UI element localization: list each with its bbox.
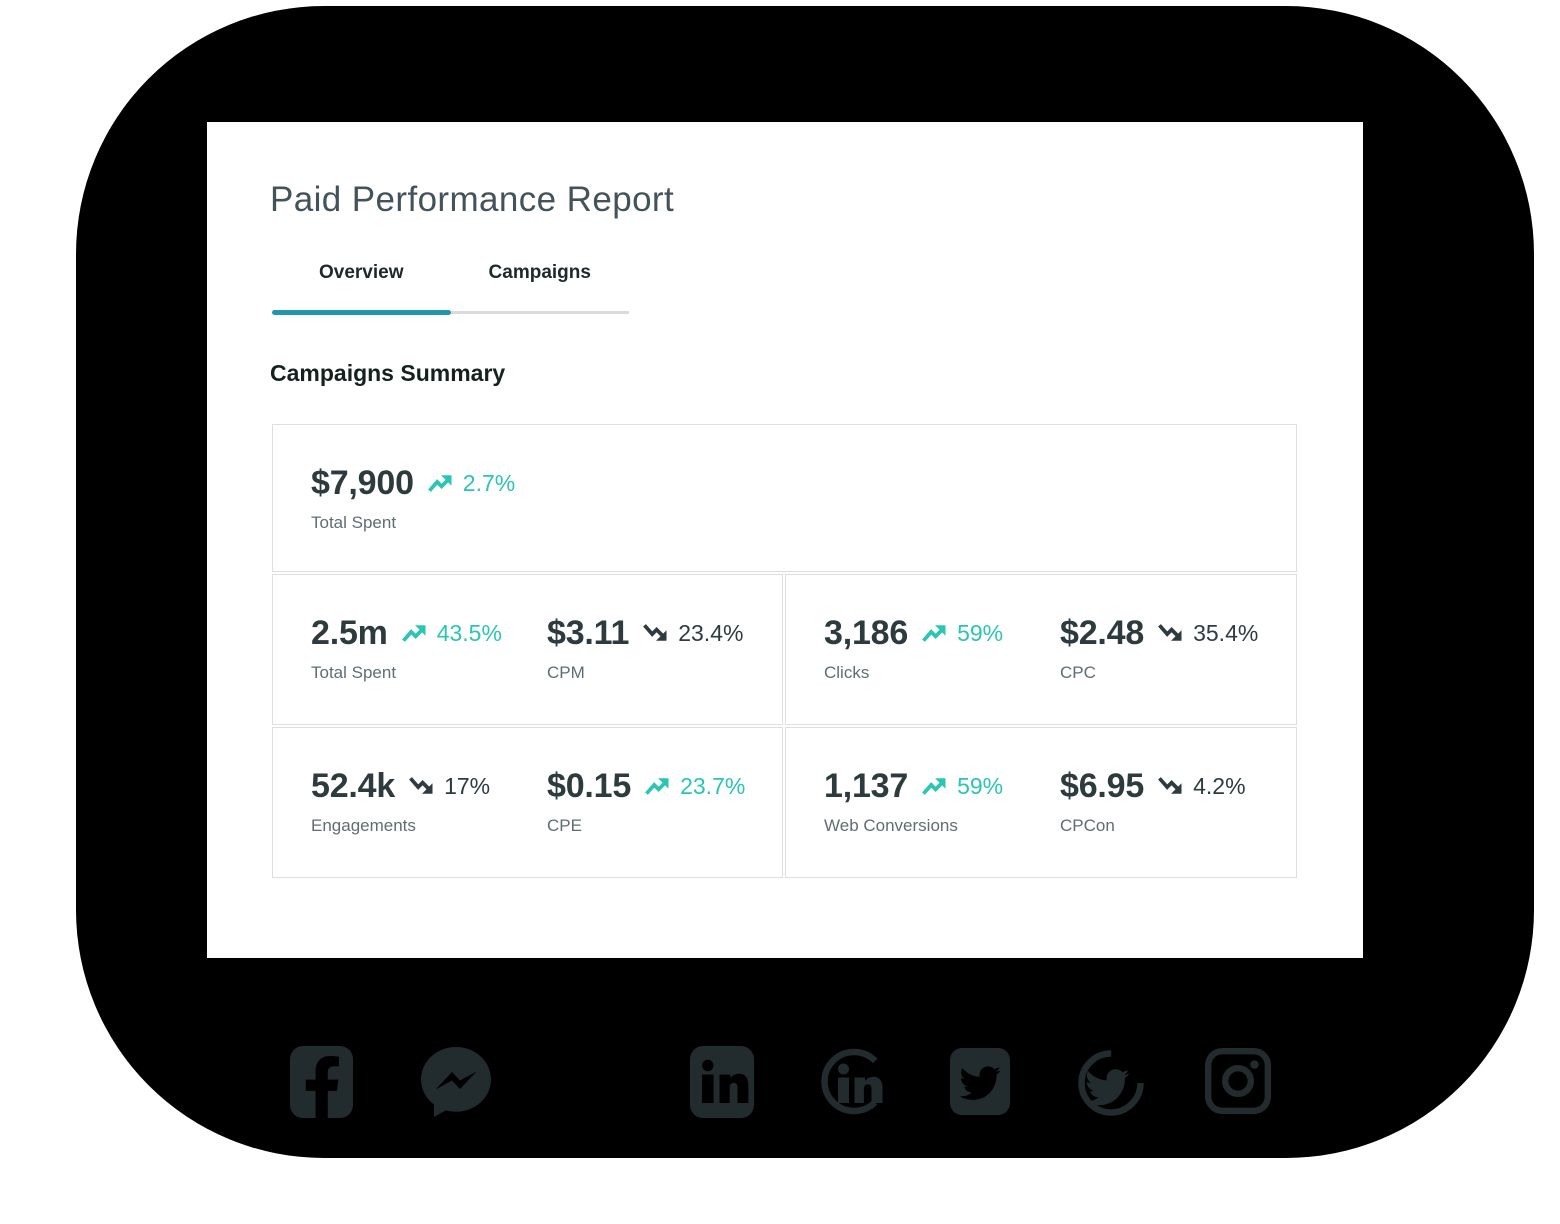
metric-value: $6.95 xyxy=(1060,766,1145,805)
tab-overview[interactable]: Overview xyxy=(272,262,451,315)
tab-campaigns-label: Campaigns xyxy=(488,262,591,283)
tab-inactive-underline xyxy=(450,311,629,314)
summary-metric: 52.4k 17% Engagements xyxy=(311,765,490,836)
tab-bar: Overview Campaigns xyxy=(272,262,629,315)
summary-metric: $2.48 35.4% CPC xyxy=(1060,612,1258,683)
campaigns-summary-table: $7,900 2.7% Total Spent 2.5m 43.5% xyxy=(272,424,1297,878)
summary-metric: $0.15 23.7% CPE xyxy=(547,765,745,836)
summary-metric: 3,186 59% Clicks xyxy=(824,612,1003,683)
metric-value: 52.4k xyxy=(311,766,396,805)
summary-metric: $3.11 23.4% CPM xyxy=(547,612,743,683)
summary-cell-clicks-cpc: 3,186 59% Clicks $2.48 35.4% CPC xyxy=(785,574,1297,725)
summary-cell-conversions-cpcon: 1,137 59% Web Conversions $6.95 4.2% CP xyxy=(785,727,1297,878)
summary-cell-engagements-cpe: 52.4k 17% Engagements $0.15 23.7% CPE xyxy=(272,727,783,878)
metric-label: CPE xyxy=(547,816,582,835)
linkedin-icon[interactable] xyxy=(690,1046,754,1118)
metric-label: Total Spent xyxy=(311,663,397,682)
metric-change: 23.7% xyxy=(680,772,746,799)
trend-up-icon xyxy=(401,625,426,642)
facebook-icon[interactable] xyxy=(290,1046,353,1118)
metric-change: 4.2% xyxy=(1193,772,1246,799)
page-title: Paid Performance Report xyxy=(270,180,675,219)
trend-down-icon xyxy=(1158,777,1182,794)
linkedin-circle-icon[interactable] xyxy=(821,1046,892,1117)
metric-change: 23.4% xyxy=(678,619,744,646)
metric-label: Clicks xyxy=(824,663,870,682)
twitter-circle-icon[interactable] xyxy=(1076,1046,1148,1118)
report-card: Paid Performance Report Overview Campaig… xyxy=(207,122,1363,958)
metric-value: 1,137 xyxy=(824,766,909,805)
trend-down-icon xyxy=(1158,624,1182,641)
metric-change: 35.4% xyxy=(1193,619,1259,646)
metric-value: $2.48 xyxy=(1060,613,1145,652)
metric-change: 59% xyxy=(957,619,1004,646)
section-heading: Campaigns Summary xyxy=(270,360,506,386)
metric-change: 17% xyxy=(444,772,491,799)
metric-value: 2.5m xyxy=(311,613,388,652)
tab-active-underline xyxy=(272,310,451,315)
metric-change: 43.5% xyxy=(436,619,502,646)
summary-metric: 1,137 59% Web Conversions xyxy=(824,765,1003,836)
metric-label: CPM xyxy=(547,663,585,682)
instagram-icon[interactable] xyxy=(1205,1048,1271,1114)
metric-value: $0.15 xyxy=(547,766,632,805)
trend-up-icon xyxy=(427,475,452,492)
metric-value: $3.11 xyxy=(547,613,630,652)
twitter-icon[interactable] xyxy=(950,1048,1010,1115)
trend-down-icon xyxy=(409,777,433,794)
metric-label: CPC xyxy=(1060,663,1096,682)
messenger-icon[interactable] xyxy=(419,1044,493,1118)
trend-up-icon xyxy=(922,625,946,642)
metric-value: $7,900 xyxy=(311,463,414,502)
metric-value: 3,186 xyxy=(824,613,909,652)
tab-campaigns[interactable]: Campaigns xyxy=(450,262,629,315)
metric-label: Web Conversions xyxy=(824,816,958,835)
metric-label: Engagements xyxy=(311,816,416,835)
tab-overview-label: Overview xyxy=(319,262,404,283)
trend-up-icon xyxy=(922,778,946,795)
metric-label: Total Spent xyxy=(311,513,397,532)
trend-up-icon xyxy=(645,778,669,795)
summary-metric: $6.95 4.2% CPCon xyxy=(1060,765,1246,836)
summary-metric: $7,900 2.7% Total Spent xyxy=(311,462,515,533)
metric-change: 59% xyxy=(957,772,1004,799)
summary-metric: 2.5m 43.5% Total Spent xyxy=(311,612,502,683)
metric-label: CPCon xyxy=(1060,816,1115,835)
summary-cell-impressions-cpm: 2.5m 43.5% Total Spent $3.11 23.4% CPM xyxy=(272,574,783,725)
metric-change: 2.7% xyxy=(462,469,516,496)
summary-cell-total-spent: $7,900 2.7% Total Spent xyxy=(272,424,1297,572)
trend-down-icon xyxy=(643,624,667,641)
